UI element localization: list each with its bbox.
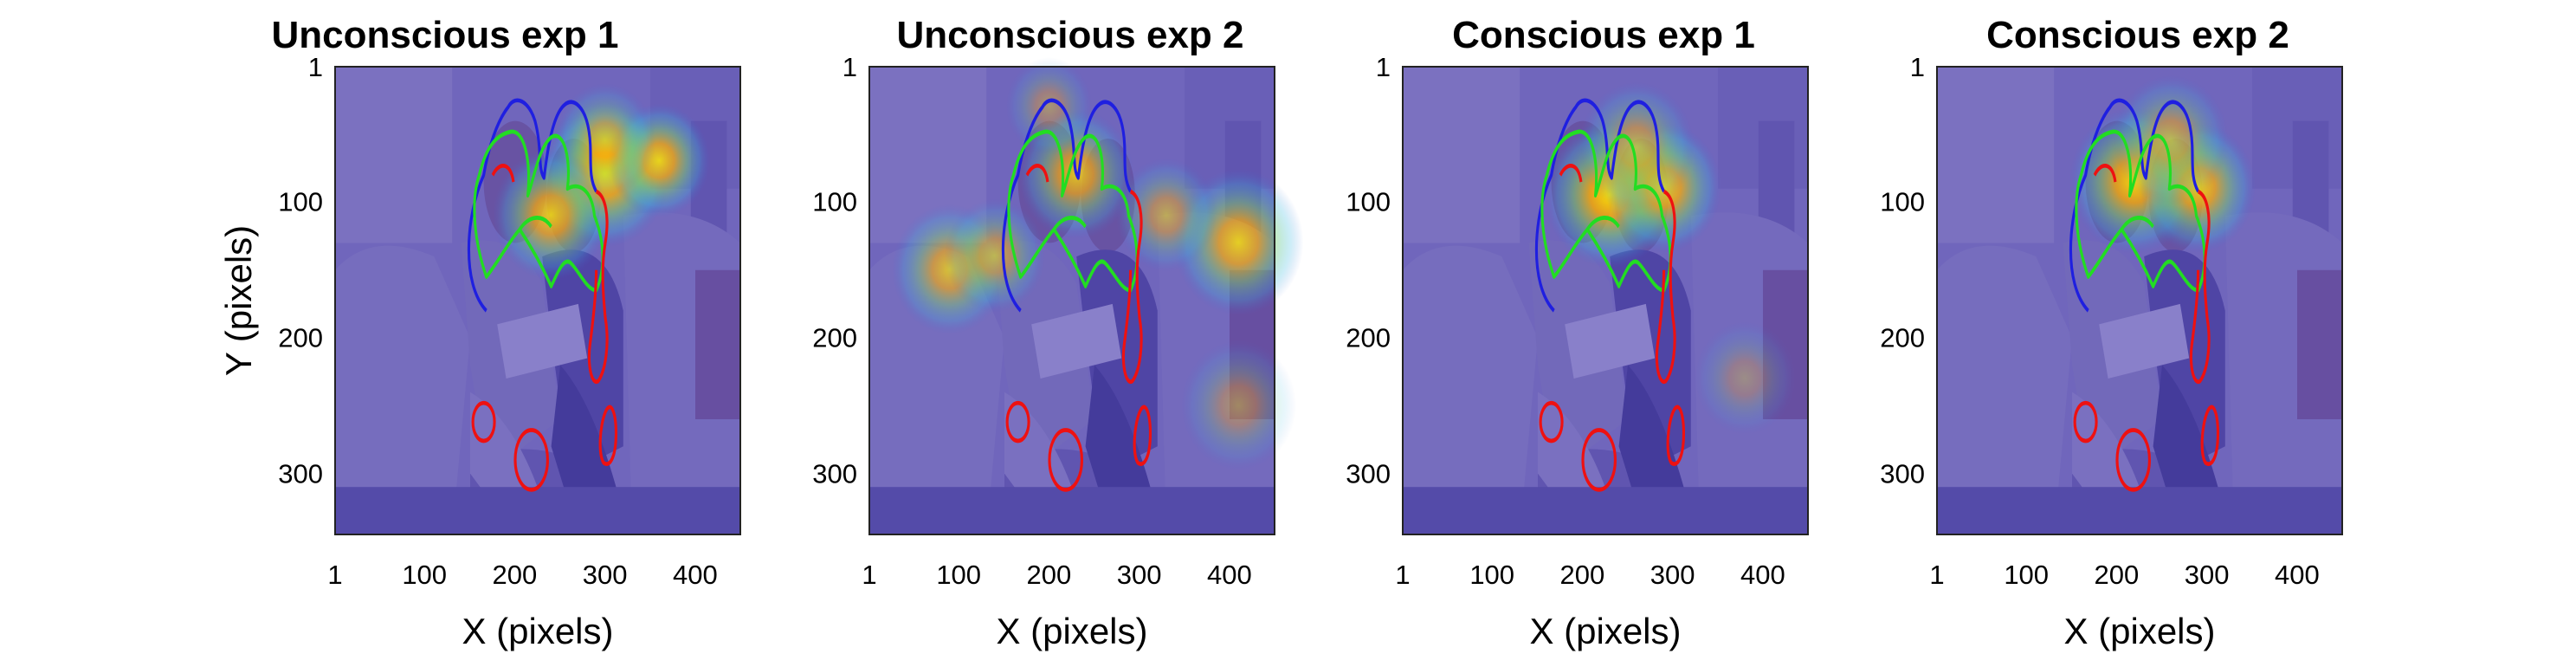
y-tick-label: 200 [812,322,857,353]
y-tick-labels: 1 100 200 300 [1880,52,1925,489]
panel-conscious-exp-1: Conscious exp 1 1 100 200 300 400 1 100 200 300… [1346,14,1809,651]
x-tick-labels: 1 100 200 300 400 [1395,560,1785,590]
y-tick-labels: 1 100 200 300 [812,52,857,489]
y-tick-label: 100 [1346,186,1391,217]
panel-title: Unconscious exp 1 [271,14,618,56]
x-tick-label: 200 [2095,560,2140,590]
x-tick-label: 1 [327,560,342,590]
y-tick-label: 300 [1346,458,1391,489]
y-tick-labels: 1 100 200 300 [1346,52,1391,489]
heat-hotspot-4 [1180,340,1297,470]
x-tick-label: 400 [1740,560,1785,590]
x-axis-label: X (pixels) [2063,611,2215,651]
y-tick-label: 1 [1910,52,1925,82]
x-tick-label: 200 [1560,560,1605,590]
panel-unconscious-exp-1: Unconscious exp 1 1 100 200 300 400 1 100 200 3… [218,14,741,651]
x-tick-label: 200 [493,560,538,590]
y-tick-label: 300 [278,458,323,489]
y-tick-label: 100 [812,186,857,217]
panel-unconscious-exp-2: Unconscious exp 2 1 100 200 300 400 1 100 200 3… [812,14,1304,651]
y-tick-label: 300 [812,458,857,489]
axes-box [334,66,741,535]
panel-conscious-exp-2: Conscious exp 2 1 100 200 300 400 1 100 200 300… [1880,14,2343,651]
plot-area [334,66,741,535]
x-axis-label: X (pixels) [1529,611,1681,651]
x-tick-labels: 1 100 200 300 400 [1929,560,2319,590]
heat-hotspot-3 [1694,321,1796,436]
y-tick-label: 200 [1880,322,1925,353]
x-tick-label: 400 [1207,560,1252,590]
axes-box [868,66,1275,535]
heat-hotspot-2 [1579,81,1695,212]
x-tick-label: 100 [2004,560,2049,590]
x-tick-label: 100 [402,560,447,590]
y-tick-label: 1 [1376,52,1391,82]
panel-title: Unconscious exp 2 [896,14,1243,56]
x-tick-label: 1 [1929,560,1944,590]
panel-title: Conscious exp 1 [1452,14,1755,56]
x-tick-label: 300 [1117,560,1162,590]
axes-box [1936,66,2343,535]
x-tick-label: 300 [1650,560,1695,590]
y-tick-labels: 1 100 200 300 [278,52,323,489]
heat-hotspot-6 [1005,57,1093,155]
x-tick-label: 300 [583,560,628,590]
heat-hotspot-3 [944,198,1046,313]
x-tick-label: 400 [2275,560,2320,590]
x-tick-label: 200 [1027,560,1072,590]
y-tick-label: 1 [308,52,323,82]
plot-area [1402,66,1809,535]
axes-box [1402,66,1809,535]
y-tick-label: 300 [1880,458,1925,489]
heatmap-layer [493,83,710,281]
x-tick-label: 300 [2185,560,2230,590]
x-tick-label: 1 [1395,560,1410,590]
plot-area [868,57,1304,535]
y-tick-label: 200 [1346,322,1391,353]
y-tick-label: 100 [1880,186,1925,217]
heatmap-layer [892,57,1304,470]
heat-hotspot-2 [2113,74,2229,205]
x-tick-label: 400 [673,560,718,590]
heat-hotspot-5 [1115,158,1217,272]
x-tick-label: 1 [862,560,876,590]
x-axis-label: X (pixels) [996,611,1147,651]
panel-title: Conscious exp 2 [1986,14,2289,56]
x-axis-label: X (pixels) [462,611,613,651]
x-tick-label: 100 [936,560,981,590]
y-tick-label: 100 [278,186,323,217]
heat-hotspot-3 [554,83,656,197]
x-tick-labels: 1 100 200 300 400 [327,560,717,590]
y-tick-label: 1 [843,52,857,82]
y-axis-label: Y (pixels) [218,225,259,376]
x-tick-labels: 1 100 200 300 400 [862,560,1251,590]
x-tick-label: 100 [1469,560,1514,590]
plot-area [1936,66,2343,535]
y-tick-label: 200 [278,322,323,353]
